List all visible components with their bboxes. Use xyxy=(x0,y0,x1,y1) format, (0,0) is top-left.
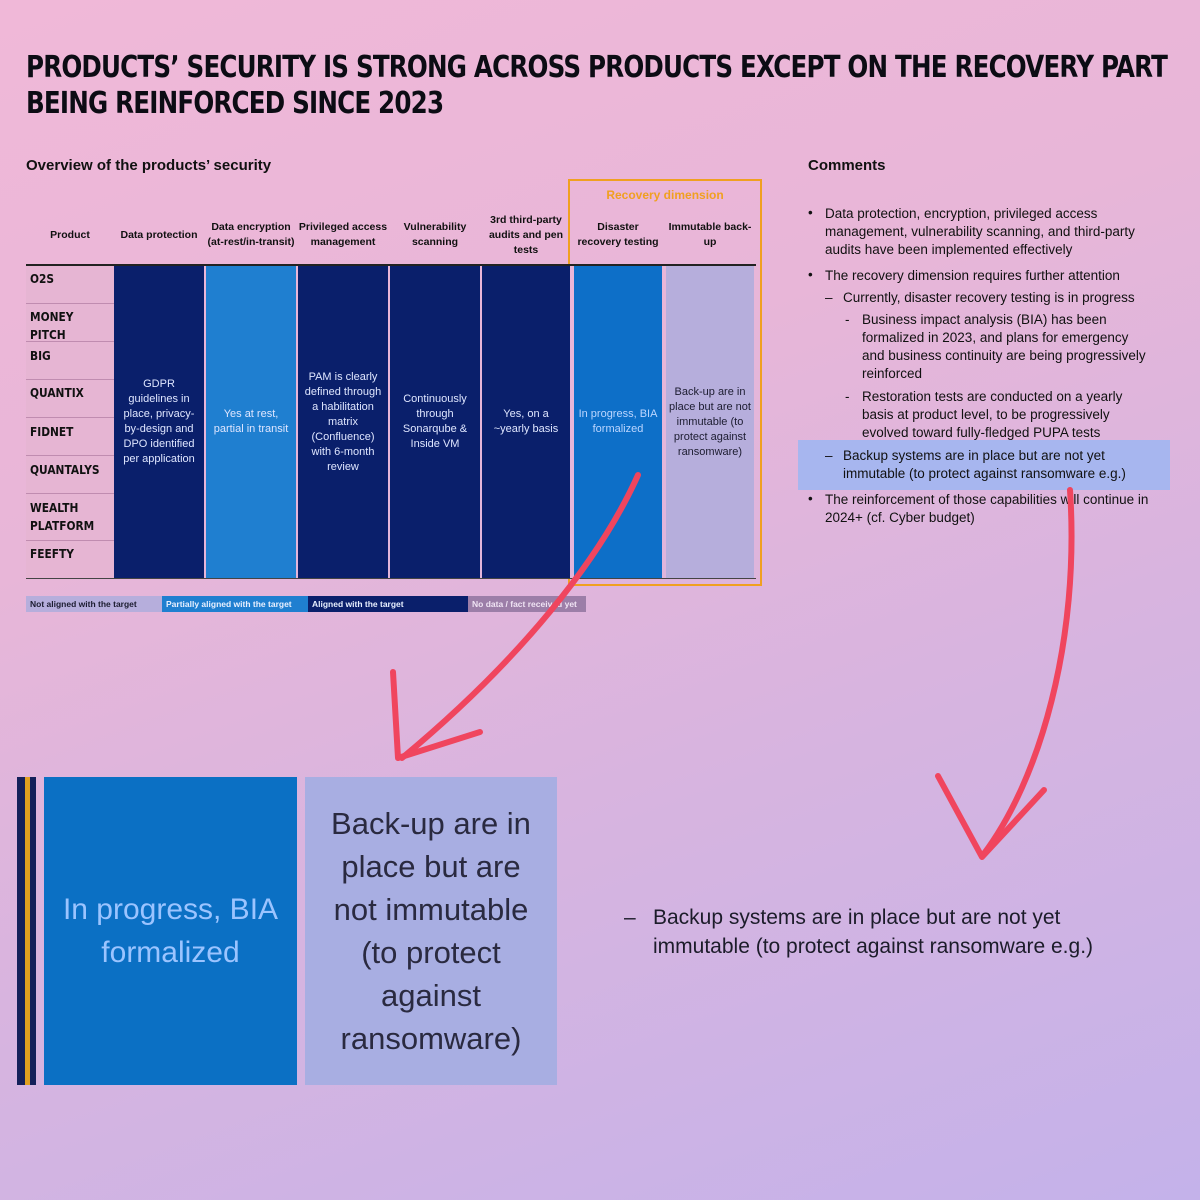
comment-text: Restoration tests are conducted on a yea… xyxy=(862,389,1123,440)
product-divider xyxy=(26,379,114,380)
product-money-pitch: MONEY PITCH xyxy=(30,309,74,342)
legend-no-data: No data / fact received yet xyxy=(468,596,586,612)
cell-data-protection: GDPR guidelines in place, privacy-by-des… xyxy=(114,266,204,578)
zoom-comment-text: Backup systems are in place but are not … xyxy=(653,906,1094,958)
product-divider xyxy=(26,455,114,456)
bullet-dot: • xyxy=(808,205,813,220)
product-o2s: O2S xyxy=(30,271,55,286)
title-line-2: BEING REINFORCED SINCE 2023 xyxy=(26,86,444,121)
comment-text: Backup systems are in place but are not … xyxy=(843,448,1126,481)
product-column xyxy=(26,266,114,578)
product-quantalys: QUANTALYS xyxy=(30,462,100,477)
cell-privileged-access: PAM is clearly defined through a habilit… xyxy=(298,266,388,578)
dash-mark: - xyxy=(845,312,850,327)
arrow-left-head xyxy=(390,669,483,761)
cell-third-party-audits: Yes, on a ~yearly basis xyxy=(482,266,570,578)
comment-text: The reinforcement of those capabilities … xyxy=(825,492,1149,525)
comment-text: Currently, disaster recovery testing is … xyxy=(843,290,1135,305)
comment-highlight xyxy=(798,440,1170,490)
zoom-cell-immutable-backup: Back-up are in place but are not immutab… xyxy=(305,777,557,1085)
table-bottom-rule xyxy=(26,578,756,579)
legend-partially-aligned: Partially aligned with the target xyxy=(162,596,308,612)
comment-text: The recovery dimension requires further … xyxy=(825,268,1120,283)
product-quantix: QUANTIX xyxy=(30,385,84,400)
zoom-cell-text: In progress, BIA formalized xyxy=(62,893,279,969)
bullet-dot: • xyxy=(808,491,813,506)
bullet-dot: • xyxy=(808,267,813,282)
cell-data-encryption: Yes at rest, partial in transit xyxy=(206,266,296,578)
header-vulnerability-scanning: Vulnerability scanning xyxy=(403,221,467,248)
dash-mark: - xyxy=(845,389,850,404)
legend-not-aligned: Not aligned with the target xyxy=(26,596,162,612)
zoom-stripe xyxy=(17,777,25,1085)
product-big: BIG xyxy=(30,348,51,363)
header-disaster-recovery: Disaster recovery testing xyxy=(577,221,659,248)
title-line-1: PRODUCTS’ SECURITY IS STRONG ACROSS PROD… xyxy=(26,50,1168,85)
header-immutable-backup: Immutable back-up xyxy=(668,221,752,248)
overview-label: Overview of the products’ security xyxy=(26,157,272,174)
header-product: Product xyxy=(50,228,90,241)
page-title: PRODUCTS’ SECURITY IS STRONG ACROSS PROD… xyxy=(26,50,1168,122)
header-privileged-access: Privileged access management xyxy=(298,221,388,248)
product-divider xyxy=(26,540,114,541)
zoom-cell-disaster-recovery: In progress, BIA formalized xyxy=(44,777,297,1085)
header-data-protection: Data protection xyxy=(120,228,198,241)
dash-mark: – xyxy=(624,906,636,929)
product-divider xyxy=(26,493,114,494)
cell-disaster-recovery: In progress, BIA formalized xyxy=(574,266,662,578)
dash-mark: – xyxy=(825,290,833,305)
product-wealth-platform: WEALTH PLATFORM xyxy=(30,500,95,533)
legend-aligned: Aligned with the target xyxy=(308,596,468,612)
comment-text: Data protection, encryption, privileged … xyxy=(825,206,1135,257)
arrow-right-stroke xyxy=(980,487,1075,858)
header-data-encryption: Data encryption (at-rest/in-transit) xyxy=(207,221,295,248)
cell-immutable-backup: Back-up are in place but are not immutab… xyxy=(666,266,754,578)
product-feefty: FEEFTY xyxy=(30,546,74,561)
recovery-dimension-title: Recovery dimension xyxy=(606,188,724,202)
header-rule xyxy=(26,264,756,266)
zoom-stripe xyxy=(25,777,30,1085)
product-divider xyxy=(26,341,114,342)
zoom-stripe xyxy=(30,777,36,1085)
product-fidnet: FIDNET xyxy=(30,424,74,439)
comment-text: Business impact analysis (BIA) has been … xyxy=(862,312,1146,381)
cell-vulnerability-scanning: Continuously through Sonarqube & Inside … xyxy=(390,266,480,578)
comments-label: Comments xyxy=(808,157,886,174)
product-divider xyxy=(26,303,114,304)
zoom-cell-text: Back-up are in place but are not immutab… xyxy=(331,806,531,1056)
product-divider xyxy=(26,417,114,418)
arrow-right-head xyxy=(935,773,1047,860)
header-third-party-audits: 3rd third-party audits and pen tests xyxy=(488,213,564,256)
dash-mark: – xyxy=(825,448,833,463)
